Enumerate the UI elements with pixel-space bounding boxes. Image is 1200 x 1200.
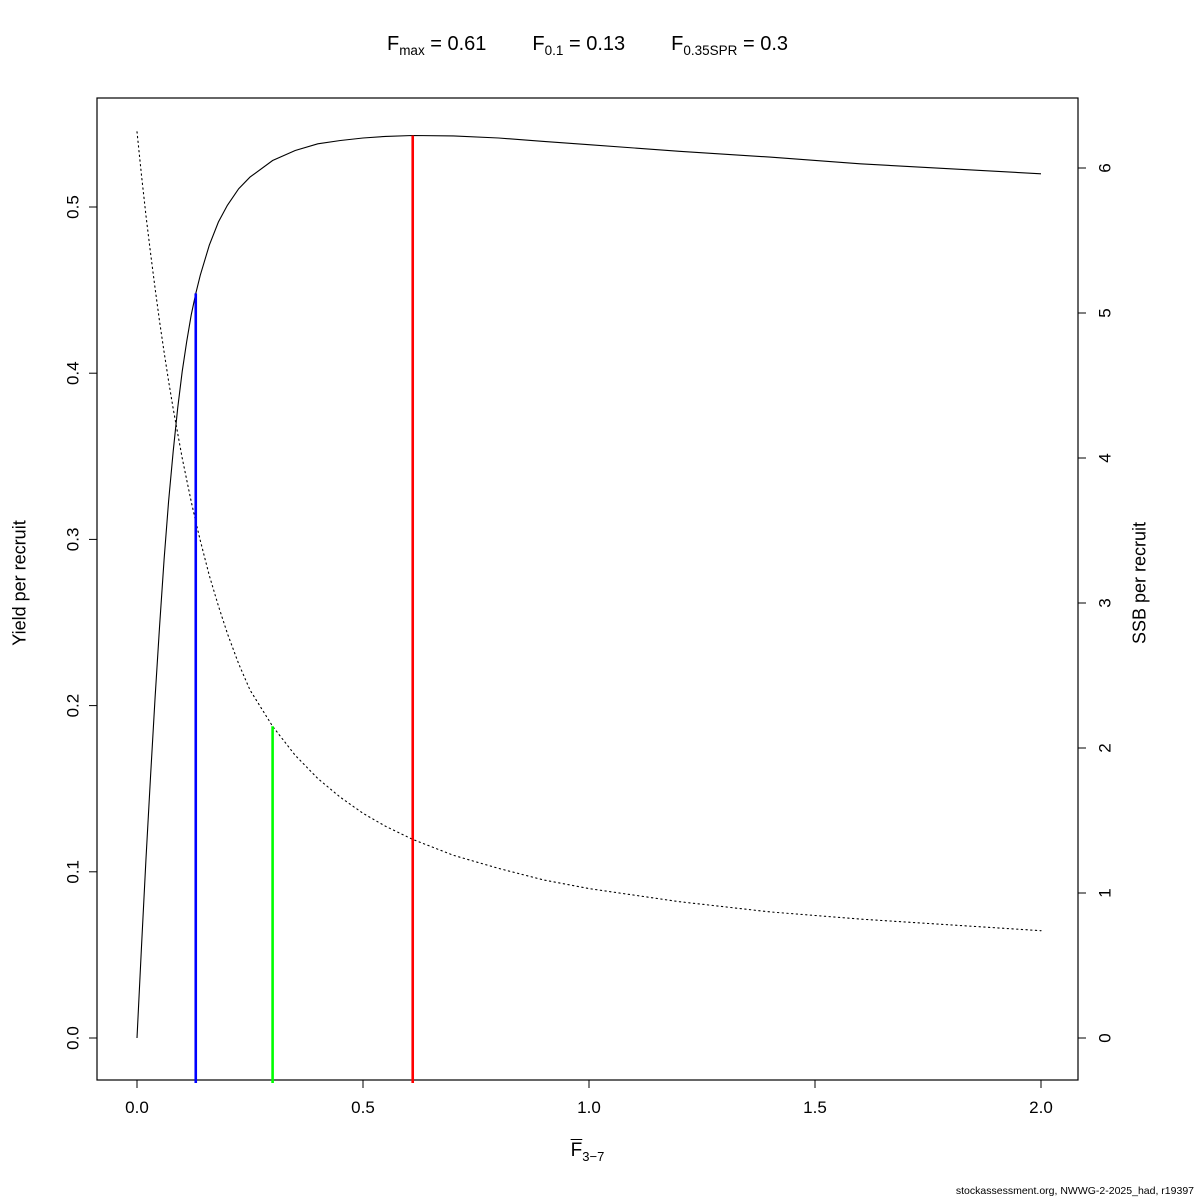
- y-right-tick-label: 1: [1096, 888, 1115, 897]
- ssb-per-recruit-curve: [136, 131, 1042, 932]
- y-left-tick-label: 0.3: [64, 528, 83, 552]
- title-fmax: Fmax = 0.61: [386, 33, 487, 58]
- y-right-tick-label: 6: [1096, 163, 1115, 172]
- x-tick-label: 1.0: [577, 1098, 601, 1117]
- x-tick-label: 0.0: [125, 1098, 149, 1117]
- y-left-tick-label: 0.1: [64, 860, 83, 884]
- y-right-tick-label: 0: [1096, 1033, 1115, 1042]
- right-axis-title: SSB per recruit: [1129, 521, 1150, 645]
- y-right-tick-label: 3: [1096, 598, 1115, 607]
- x-tick-label: 0.5: [351, 1098, 375, 1117]
- y-right-tick-label: 4: [1096, 453, 1115, 462]
- y-left-tick-label: 0.2: [64, 694, 83, 718]
- y-right-tick-label: 5: [1096, 308, 1115, 317]
- title-f35spr: F0.35SPR = 0.3: [671, 33, 789, 58]
- x-axis-title: F3−7: [570, 1140, 605, 1164]
- plot-title: Fmax = 0.61 F0.1 = 0.13 F0.35SPR = 0.3: [97, 33, 1078, 58]
- y-left-tick-label: 0.4: [64, 361, 83, 385]
- y-left-tick-label: 0.0: [64, 1026, 83, 1050]
- fbar-symbol: F: [570, 1140, 583, 1161]
- left-axis-title: Yield per recruit: [9, 520, 30, 646]
- y-left-tick-label: 0.5: [64, 195, 83, 219]
- source-note: stockassessment.org, NWWG-2-2025_had, r1…: [955, 1185, 1194, 1197]
- x-tick-label: 1.5: [803, 1098, 827, 1117]
- y-right-tick-label: 2: [1096, 743, 1115, 752]
- x-tick-label: 2.0: [1029, 1098, 1053, 1117]
- title-f01: F0.1 = 0.13: [532, 33, 626, 58]
- plot-frame: [96, 97, 1079, 1081]
- yield-per-recruit-curve: [136, 134, 1042, 1039]
